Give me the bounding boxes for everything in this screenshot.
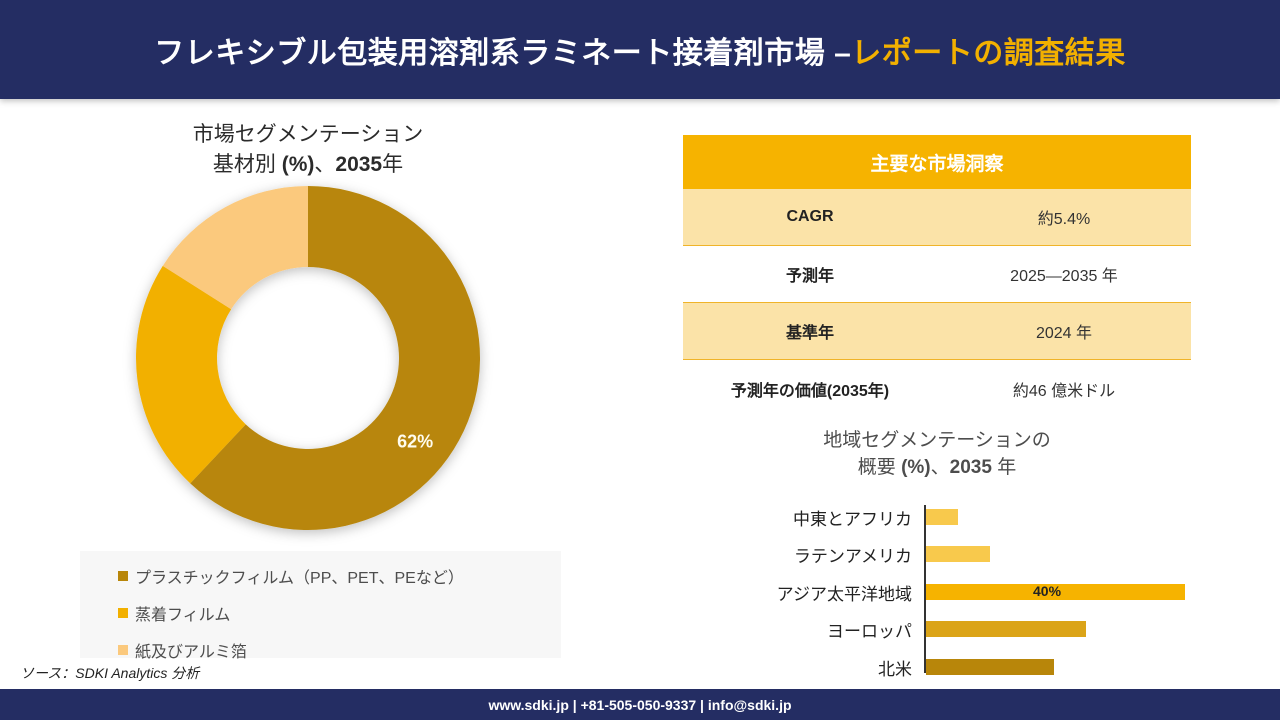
svg-text:62%: 62% xyxy=(397,432,433,452)
